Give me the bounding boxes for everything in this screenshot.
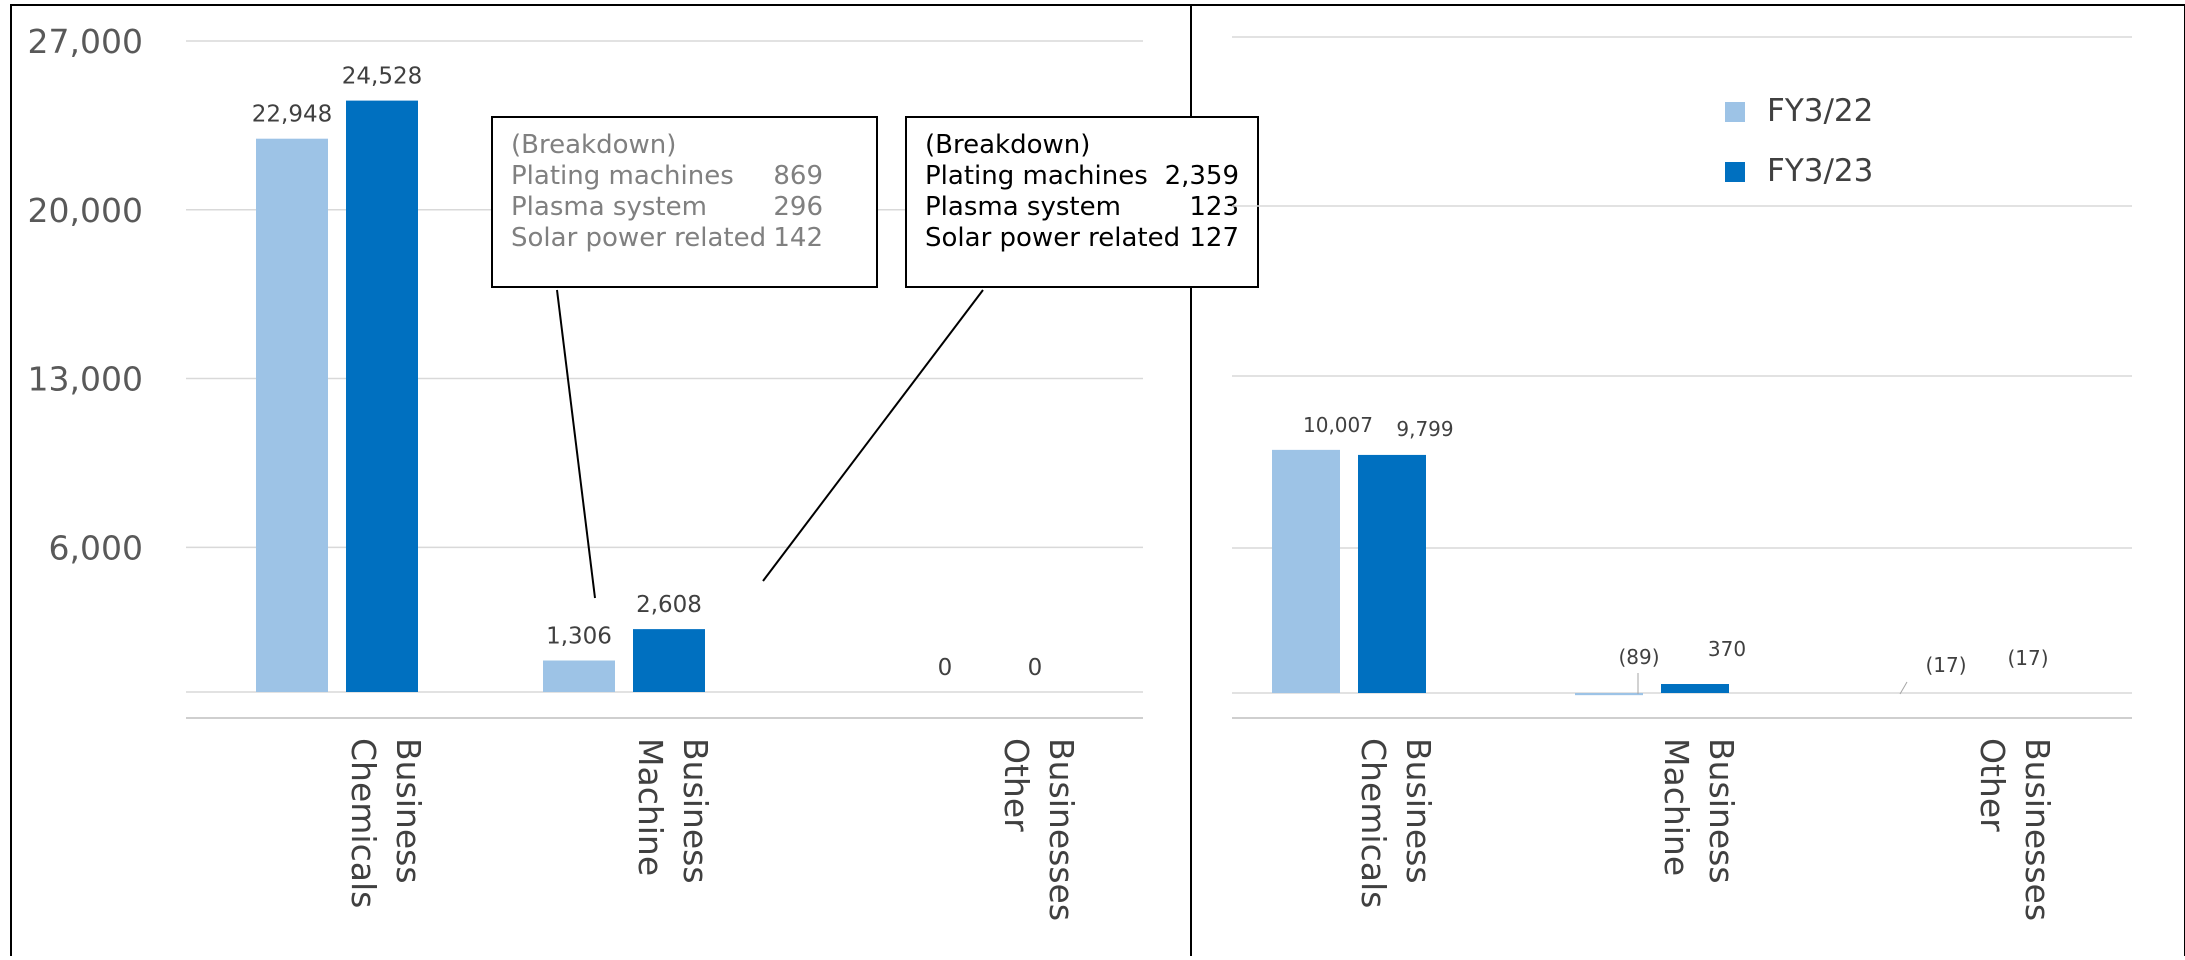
data-label: 2,608	[636, 592, 702, 618]
y-tick-label: 27,000	[28, 22, 143, 61]
bar-fy3-22-machine-business	[1575, 693, 1643, 696]
left-chart: 27,000 20,000 13,000 6,000 22,948 1,306 0 24,52…	[28, 22, 1259, 921]
x-category-label: Chemicals Business	[344, 738, 428, 908]
x-category-label: Other Businesses	[1973, 738, 2057, 921]
breakdown-item-label: Plasma system	[511, 192, 707, 222]
breakdown-item-label: Solar power related	[925, 223, 1180, 253]
x-category-label-line: Businesses	[2018, 738, 2057, 921]
callout-line	[762, 289, 984, 582]
breakdown-box	[491, 116, 878, 288]
data-label: 10,007	[1303, 413, 1373, 437]
legend-label: FY3/22	[1767, 93, 1873, 129]
x-category-label-line: Businesses	[1042, 738, 1081, 921]
bar-fy3-22-chemicals-business	[1272, 449, 1340, 693]
data-label: 0	[1028, 655, 1043, 681]
callout-line	[556, 289, 596, 599]
breakdown-item-label: Plating machines	[925, 161, 1148, 191]
x-category-label-line: Other	[997, 738, 1036, 832]
figure-border	[10, 4, 2185, 960]
breakdown-item-value: 869	[773, 161, 823, 191]
breakdown-title: (Breakdown)	[511, 130, 676, 160]
legend-swatch-fy3-22	[1725, 102, 1745, 122]
x-category-label: Machine Business	[1657, 738, 1741, 884]
x-category-label-line: Chemicals	[1354, 738, 1393, 908]
y-tick-label: 20,000	[28, 191, 143, 230]
breakdown-item-value: 127	[1189, 223, 1239, 253]
bar-fy3-23-chemicals-business	[346, 100, 418, 693]
breakdown-item-value: 2,359	[1165, 161, 1239, 191]
y-tick-label: 13,000	[28, 360, 143, 399]
x-category-label: Machine Business	[631, 738, 715, 884]
label-leader	[1899, 681, 1908, 695]
x-category-label-line: Business	[676, 738, 715, 884]
breakdown-box	[905, 116, 1259, 288]
data-label: (17)	[1925, 653, 1966, 677]
data-label: 24,528	[342, 64, 422, 90]
x-category-label-line: Business	[1399, 738, 1438, 884]
data-label: 1,306	[546, 624, 612, 650]
data-label: 22,948	[252, 102, 332, 128]
data-label: 9,799	[1396, 417, 1453, 441]
x-category-label-line: Machine	[631, 738, 670, 876]
breakdown-item-label: Plasma system	[925, 192, 1121, 222]
x-category-label-line: Business	[1702, 738, 1741, 884]
bar-fy3-23-machine-business	[633, 629, 705, 692]
x-category-label: Other Businesses	[997, 738, 1081, 921]
x-category-label-line: Other	[1973, 738, 2012, 832]
breakdown-item-label: Solar power related	[511, 223, 766, 253]
bar-fy3-22-chemicals-business	[256, 138, 328, 692]
x-category-label-line: Business	[389, 738, 428, 884]
breakdown-item-value: 142	[773, 223, 823, 253]
breakdown-title: (Breakdown)	[925, 130, 1090, 160]
data-label: (89)	[1618, 645, 1659, 669]
data-label: 370	[1708, 637, 1746, 661]
breakdown-item-label: Plating machines	[511, 161, 734, 191]
legend-swatch-fy3-23	[1725, 162, 1745, 182]
x-category-label-line: Machine	[1657, 738, 1696, 876]
breakdown-item-value: 296	[773, 192, 823, 222]
bar-fy3-23-machine-business	[1661, 684, 1729, 693]
data-label: (17)	[2007, 646, 2048, 670]
legend-label: FY3/23	[1767, 153, 1873, 189]
breakdown-item-value: 123	[1189, 192, 1239, 222]
bar-fy3-23-chemicals-business	[1358, 454, 1426, 693]
x-category-label-line: Chemicals	[344, 738, 383, 908]
x-category-label: Chemicals Business	[1354, 738, 1438, 908]
y-tick-label: 6,000	[49, 528, 143, 567]
bar-fy3-22-machine-business	[543, 660, 615, 692]
data-label: 0	[938, 655, 953, 681]
